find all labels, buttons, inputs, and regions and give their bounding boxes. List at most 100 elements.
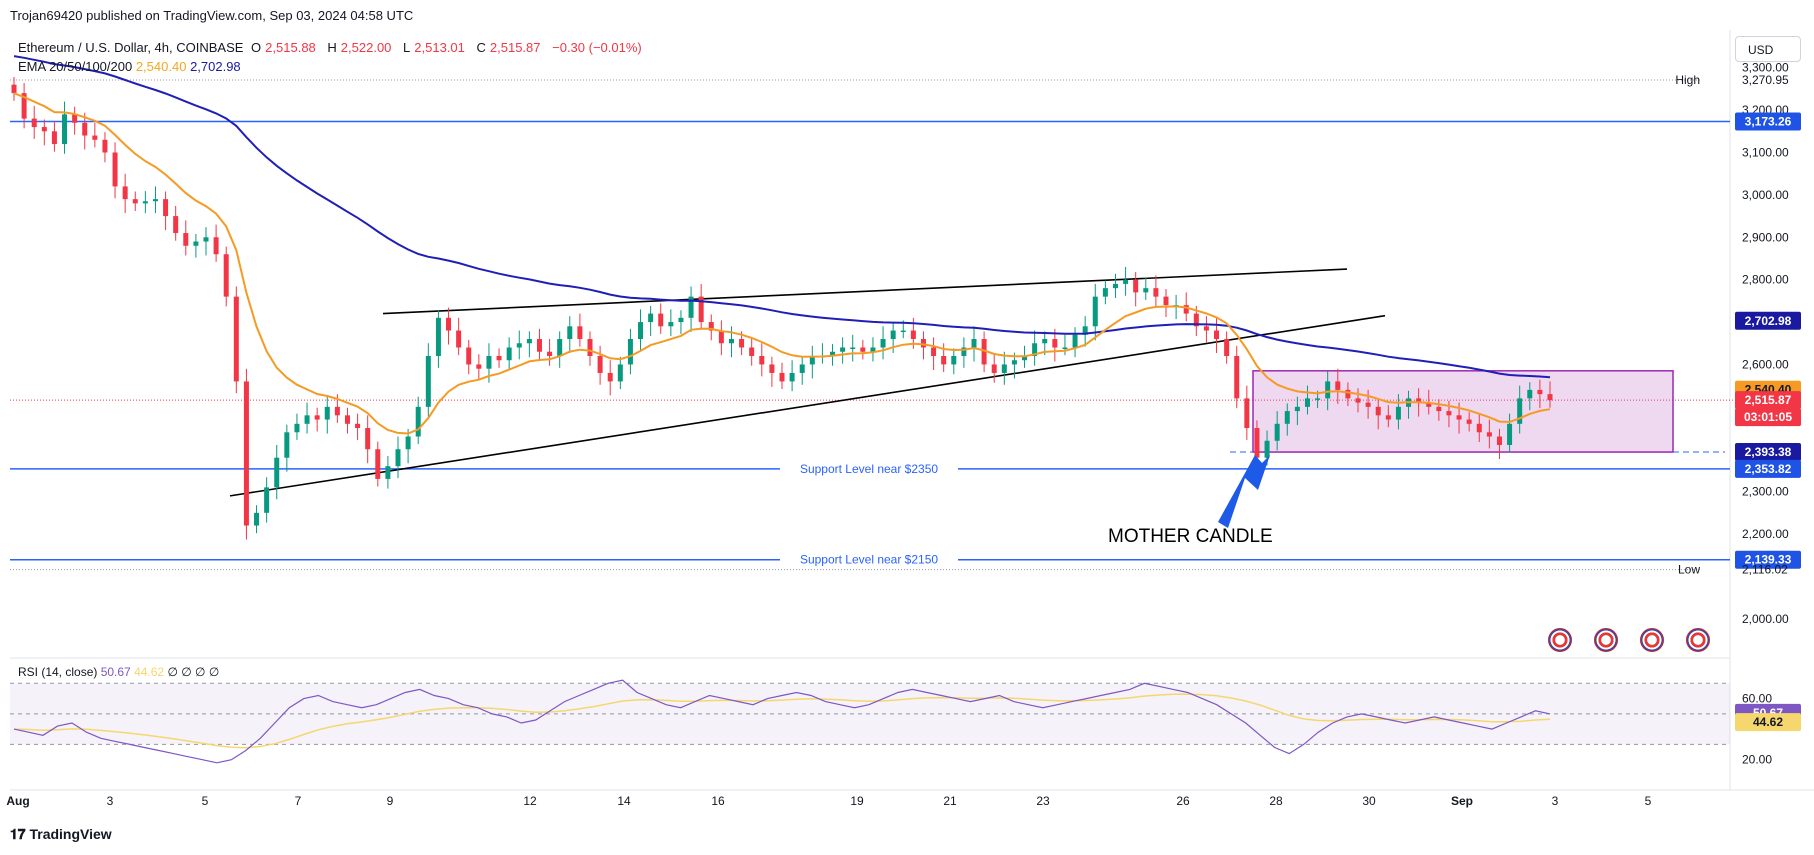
candle-body [51,131,57,145]
candle-body [1496,436,1502,445]
candle-body [1507,423,1513,445]
candle-body [1375,406,1381,416]
event-icons [1548,628,1732,657]
x-tick-label: 19 [850,794,864,808]
open-value: 2,515.88 [265,40,316,55]
rsi-label[interactable]: RSI (14, close) [18,665,98,679]
y-tick-label: 2,800.00 [1742,273,1789,287]
candle-body [1224,339,1230,356]
ema-legend: EMA 20/50/100/200 2,540.40 2,702.98 [18,59,241,74]
candle-body [587,339,593,356]
candle-body [1527,389,1533,399]
candle-body [344,415,350,424]
price-tag [1735,443,1801,462]
candle-body [1537,389,1543,395]
us-flag-icon[interactable] [1594,628,1618,652]
price-tag [1735,459,1801,478]
candle-body [1062,347,1068,349]
candle-body [1203,326,1209,331]
candle-body [1426,402,1432,407]
candle-body [1385,415,1391,420]
candle-body [658,313,664,327]
candle-body [547,351,553,356]
upper-trendline [382,268,1348,315]
x-tick-label: Aug [6,794,29,808]
x-tick-label: 7 [295,794,302,808]
price-tag-value: 3,270.95 [1742,73,1789,87]
high-label: H [327,40,337,55]
candle-body [931,347,937,356]
footer-brand: 𝟏𝟕 TradingView [10,826,112,843]
y-tick-label: 3,100.00 [1742,146,1789,160]
us-flag-icon[interactable] [1686,628,1710,652]
rsi-tick-label: 60.00 [1742,692,1772,706]
candle-body [941,355,947,365]
candle-body [324,406,330,420]
candle-body [1112,283,1118,289]
ema-slow-line [13,55,1551,379]
price-tag [1735,311,1801,330]
ohlc-legend: Ethereum / U.S. Dollar, 4h, COINBASE O 2,… [18,40,646,55]
candle-body [152,199,158,202]
candle-body [395,449,401,467]
rsi-ma-tag-value: 44.62 [1753,715,1783,729]
us-flag-icon[interactable] [1548,628,1572,652]
candle-body [375,449,381,479]
candle-body [920,339,926,348]
price-tag [1735,408,1801,427]
candle-body [638,322,644,340]
x-tick-label: 23 [1036,794,1050,808]
candle-body [648,313,654,323]
y-tick-label: 3,000.00 [1742,188,1789,202]
ema-label[interactable]: EMA 20/50/100/200 [18,59,133,74]
candle-body [355,423,361,429]
lower-trendline [229,314,1386,497]
candle-body [243,381,249,526]
candle-body [142,201,148,204]
x-tick-label: 28 [1269,794,1283,808]
ema-fast-line [13,92,1551,435]
y-tick-label: 2,900.00 [1742,230,1789,244]
x-tick-label: 3 [107,794,114,808]
candle-body [526,339,532,344]
candle-body [425,355,431,407]
candle-body [1163,296,1169,306]
candle-body [132,199,138,204]
price-tag-label: High [1675,73,1700,87]
candle-body [840,347,846,352]
candle-body [456,330,462,348]
y-tick-label: 2,600.00 [1742,357,1789,371]
candle-body [1325,381,1331,399]
price-tag-label: Low [1678,563,1700,577]
candle-body [1345,389,1351,399]
candle-body [1153,288,1159,297]
y-tick-label: 2,200.00 [1742,527,1789,541]
rsi-extras: ∅ ∅ ∅ ∅ [167,665,220,679]
x-tick-label: 30 [1362,794,1376,808]
candle-body [1365,402,1371,407]
candle-body [688,296,694,318]
candle-body [1264,440,1270,458]
candle-body [951,355,957,365]
candle-body [264,487,270,513]
candle-body [284,432,290,458]
rsi-ma-value: 44.62 [134,665,165,679]
rsi-value: 50.67 [100,665,131,679]
x-tick-label: 26 [1176,794,1190,808]
x-tick-label: 9 [387,794,394,808]
candle-body [1315,398,1321,400]
rsi-legend: RSI (14, close) 50.67 44.62 ∅ ∅ ∅ ∅ [18,665,219,679]
candle-body [981,339,987,365]
candle-body [597,355,603,373]
candle-body [163,199,169,217]
candle-body [405,436,411,450]
candle-body [1123,279,1129,284]
us-flag-icon[interactable] [1640,628,1664,652]
rsi-tick-label: 20.00 [1742,753,1772,767]
currency-button[interactable]: USD [1735,36,1801,62]
tradingview-logo-icon: 𝟏𝟕 [10,826,30,842]
symbol-title[interactable]: Ethereum / U.S. Dollar, 4h, COINBASE [18,40,244,55]
rsi-ma-line [13,693,1551,749]
low-label: L [403,40,411,55]
